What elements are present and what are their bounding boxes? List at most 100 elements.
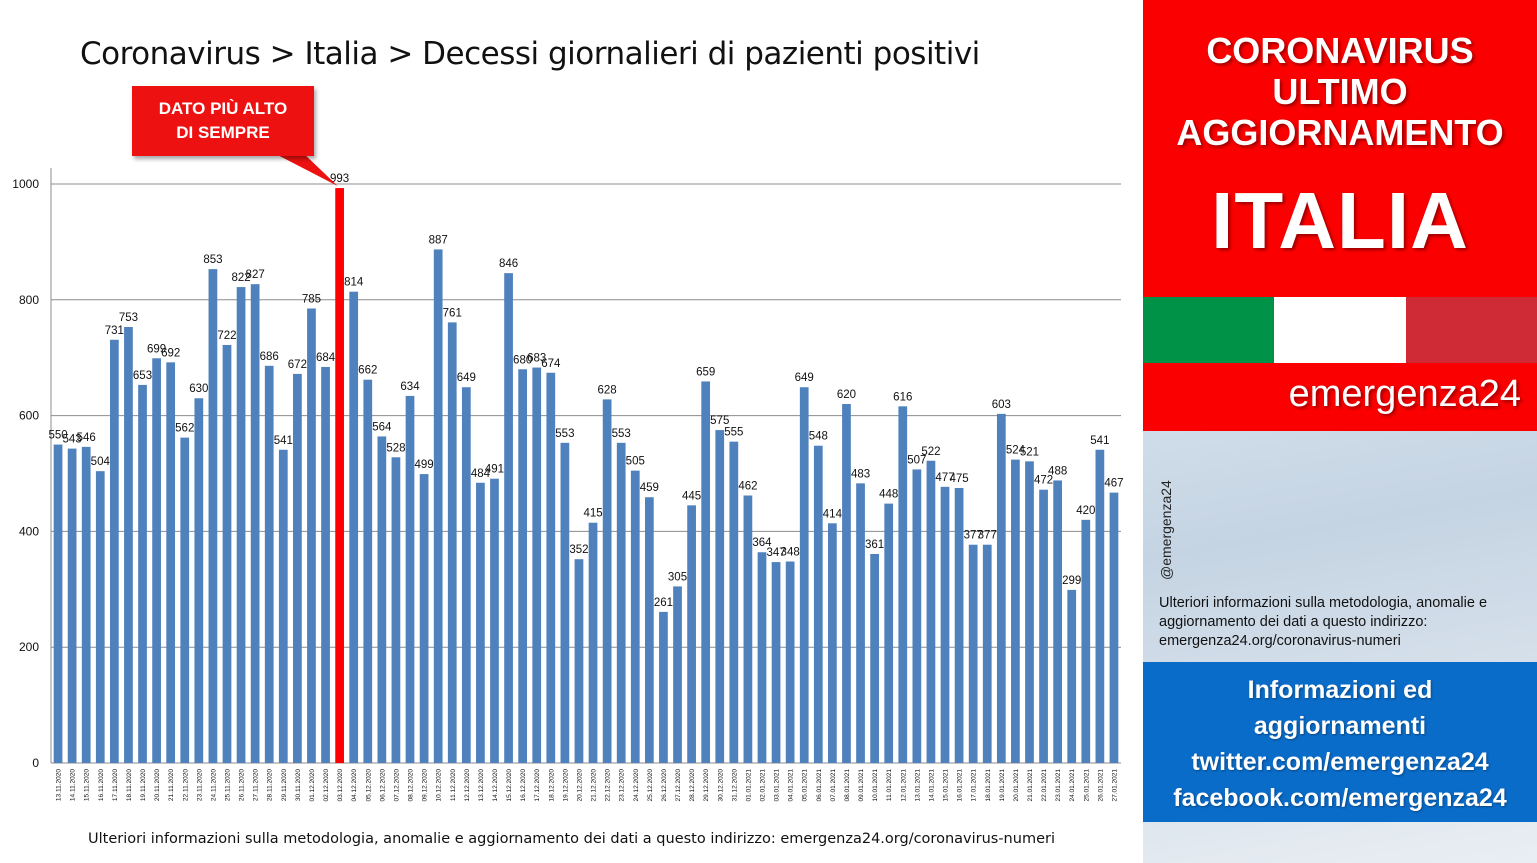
y-tick-label: 0: [32, 756, 39, 770]
facebook-link[interactable]: facebook.com/emergenza24: [1173, 784, 1507, 812]
y-tick-label: 600: [19, 409, 39, 423]
data-label: 761: [443, 307, 462, 319]
bar: [870, 553, 879, 763]
bar: [53, 444, 63, 763]
bar: [1025, 461, 1034, 763]
bar: [546, 372, 556, 763]
x-tick-label: 10.01.2021: [872, 769, 879, 802]
bar: [377, 436, 387, 763]
x-tick-label: 03.01.2021: [774, 769, 781, 802]
x-tick-label: 26.12.2020: [661, 769, 668, 802]
data-label: 722: [217, 330, 236, 342]
data-label: 630: [189, 383, 208, 395]
data-label: 364: [752, 537, 772, 549]
x-tick-label: 13.11.2020: [56, 769, 63, 801]
y-tick-label: 400: [19, 524, 39, 538]
x-tick-label: 05.01.2021: [802, 769, 809, 802]
x-tick-label: 18.01.2021: [985, 769, 992, 802]
data-label: 299: [1062, 575, 1081, 587]
y-tick-label: 800: [19, 293, 39, 307]
bar: [208, 269, 218, 763]
x-tick-label: 25.01.2021: [1083, 769, 1090, 802]
bar: [476, 482, 485, 763]
side-panel: CORONAVIRUS ULTIMO AGGIORNAMENTO ITALIA …: [1143, 0, 1537, 863]
bar: [884, 503, 894, 763]
page-title: Coronavirus > Italia > Decessi giornalie…: [80, 36, 980, 72]
country-name: ITALIA: [1211, 176, 1469, 265]
x-tick-label: 21.11.2020: [168, 769, 175, 801]
data-label: 475: [949, 473, 968, 485]
data-label: 420: [1076, 505, 1095, 517]
x-tick-label: 16.01.2021: [957, 769, 964, 802]
bar: [532, 367, 542, 763]
data-label: 827: [246, 269, 265, 281]
data-label: 553: [612, 428, 631, 440]
data-label: 462: [738, 481, 757, 493]
x-tick-label: 20.12.2020: [576, 769, 583, 802]
x-tick-label: 24.01.2021: [1069, 769, 1076, 802]
flag-red-stripe: [1405, 297, 1537, 363]
x-tick-label: 28.12.2020: [689, 769, 696, 802]
twitter-link[interactable]: twitter.com/emergenza24: [1191, 748, 1489, 776]
x-tick-label: 17.11.2020: [112, 769, 119, 801]
data-label: 504: [91, 456, 111, 468]
data-label: 528: [386, 442, 405, 454]
data-label: 562: [175, 423, 194, 435]
data-label: 541: [274, 435, 293, 447]
brand-bar: emergenza24: [1143, 363, 1537, 431]
x-tick-label: 23.11.2020: [196, 769, 203, 801]
data-label: 261: [654, 597, 673, 609]
data-label: 785: [302, 293, 321, 305]
x-tick-label: 14.11.2020: [70, 769, 77, 801]
header-line-1: CORONAVIRUS: [1206, 30, 1474, 71]
social-info-box: Informazioni ed aggiornamenti twitter.co…: [1143, 662, 1537, 822]
x-tick-label: 06.01.2021: [816, 769, 823, 802]
data-label: 628: [598, 384, 617, 396]
x-tick-label: 17.12.2020: [534, 769, 541, 802]
bar: [1067, 589, 1077, 763]
data-label: 564: [372, 421, 392, 433]
data-label: 692: [161, 347, 180, 359]
x-tick-label: 03.12.2020: [337, 769, 344, 802]
x-tick-label: 01.12.2020: [309, 769, 316, 802]
bar: [518, 369, 528, 763]
bar: [264, 365, 274, 763]
x-tick-label: 21.12.2020: [591, 769, 598, 802]
x-tick-label: 01.01.2021: [745, 769, 752, 802]
data-label: 488: [1048, 465, 1067, 477]
data-label: 541: [1090, 435, 1109, 447]
data-label: 352: [569, 544, 588, 556]
x-tick-label: 19.11.2020: [140, 769, 147, 801]
callout-line-1: DATO PIÙ ALTO: [158, 99, 288, 118]
x-tick-label: 12.12.2020: [464, 769, 471, 802]
data-label: 649: [795, 372, 814, 384]
x-tick-label: 21.01.2021: [1027, 769, 1034, 802]
bar: [433, 249, 443, 763]
x-tick-label: 15.11.2020: [84, 769, 91, 801]
bar: [250, 284, 260, 763]
x-tick-label: 22.12.2020: [605, 769, 612, 802]
bar: [574, 559, 584, 763]
brand-name: emergenza24: [1288, 373, 1521, 415]
x-tick-label: 25.11.2020: [224, 769, 231, 801]
x-tick-label: 06.12.2020: [379, 769, 386, 802]
data-label: 672: [288, 359, 307, 371]
x-tick-label: 09.01.2021: [858, 769, 865, 802]
x-tick-label: 29.12.2020: [703, 769, 710, 802]
bar: [785, 561, 795, 763]
data-label: 575: [710, 415, 729, 427]
record-callout: DATO PIÙ ALTO DI SEMPRE: [132, 86, 314, 156]
bar: [194, 398, 204, 763]
data-label: 649: [457, 372, 476, 384]
flag-white-stripe: [1274, 297, 1406, 363]
panel-header: CORONAVIRUS ULTIMO AGGIORNAMENTO ITALIA: [1143, 0, 1537, 297]
bar: [363, 379, 373, 763]
callout-arrow: [268, 150, 338, 187]
data-label: 620: [837, 389, 856, 401]
bar: [616, 442, 626, 763]
bar: [490, 478, 499, 763]
x-tick-label: 23.12.2020: [619, 769, 626, 802]
data-label: 459: [640, 482, 659, 494]
data-label: 686: [260, 351, 279, 363]
x-tick-label: 12.01.2021: [900, 769, 907, 802]
